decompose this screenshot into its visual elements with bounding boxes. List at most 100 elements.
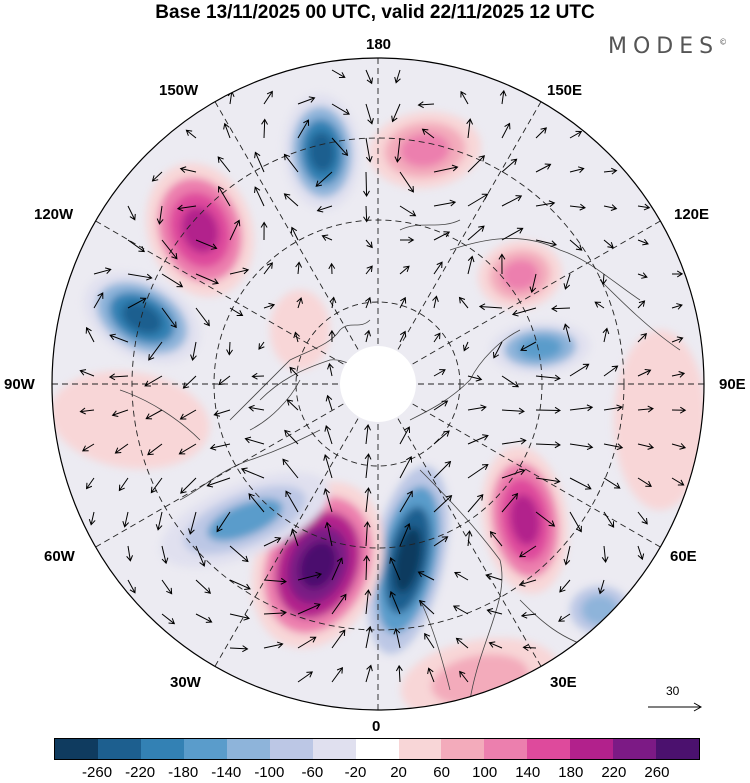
wind-vector [283, 153, 299, 173]
wind-vector [569, 363, 590, 377]
wind-vector [399, 296, 407, 309]
wind-vector [569, 443, 594, 451]
brand-logo: MODES© [608, 34, 727, 59]
wind-vector [263, 90, 273, 105]
wind-vector [421, 128, 435, 139]
wind-vector [195, 307, 210, 327]
meridian-line [377, 383, 665, 550]
wind-vector [331, 69, 346, 79]
wind-vector [364, 424, 371, 445]
lon-label-30e: 30E [550, 674, 577, 691]
wind-vector [114, 443, 129, 454]
lon-label-90e: 90E [719, 376, 746, 393]
wind-vector [601, 545, 609, 563]
wind-vector [88, 511, 96, 526]
wind-vector [261, 118, 268, 139]
wind-vector [433, 460, 452, 479]
wind-vector [244, 436, 265, 445]
wind-vector [389, 590, 401, 615]
wind-vector [399, 265, 410, 275]
wind-vector [182, 375, 197, 389]
wind-vector [126, 545, 134, 562]
wind-vector [127, 579, 136, 594]
wind-vector [127, 297, 147, 309]
wind-vector [598, 579, 605, 595]
wind-vector [156, 205, 164, 225]
wind-vector [365, 265, 373, 275]
wind-vector [297, 671, 314, 683]
lon-label-120e: 120E [674, 206, 710, 223]
wind-vector [637, 477, 652, 487]
wind-vector [324, 521, 333, 547]
wind-vector [216, 511, 231, 533]
wind-vector [229, 219, 241, 241]
wind-vector [296, 297, 303, 309]
colorbar-swatch [269, 739, 313, 759]
wind-vector [260, 221, 268, 241]
wind-vector [161, 579, 173, 595]
wind-vector [399, 490, 413, 513]
wind-vector [519, 545, 537, 558]
wind-vector [603, 167, 618, 175]
wind-vector [365, 69, 373, 85]
wind-vector [179, 409, 197, 420]
wind-vector [365, 137, 373, 163]
wind-vector [637, 332, 648, 343]
wind-vector [501, 227, 524, 241]
wind-vector [501, 375, 520, 388]
colorbar-tick-label: -220 [125, 764, 156, 781]
wind-vector [297, 96, 316, 105]
colorbar-tick-label: 180 [558, 764, 584, 781]
colorbar-tick-label: -100 [254, 764, 285, 781]
wind-vector [151, 171, 163, 182]
lon-label-150w: 150W [159, 82, 199, 99]
wind-vector [499, 89, 507, 105]
anomaly-contour [181, 206, 219, 254]
map-title: Base 13/11/2025 00 UTC, valid 22/11/2025… [155, 2, 595, 23]
wind-vector [671, 443, 687, 450]
anomaly-contour [614, 330, 704, 510]
wind-vector [600, 273, 607, 286]
wind-vector [127, 205, 136, 221]
wind-vector [323, 488, 333, 513]
anomaly-contour [121, 302, 163, 334]
wind-vector [155, 511, 163, 531]
wind-vector [594, 301, 605, 309]
wind-vector [433, 332, 441, 343]
wind-vector [603, 404, 623, 412]
wind-vector [478, 303, 503, 311]
wind-vector [365, 239, 373, 249]
wind-vector [637, 272, 648, 279]
wind-vector [433, 369, 446, 377]
reference-vector-arrow [648, 702, 703, 712]
wind-vector [433, 536, 449, 547]
wind-vector [364, 453, 372, 479]
wind-vector [297, 119, 310, 139]
anomaly-contour [400, 133, 450, 167]
anomaly-contour [501, 259, 539, 291]
wind-vector [226, 341, 233, 356]
wind-vector [467, 225, 485, 241]
colorbar-tick-label: -260 [82, 764, 113, 781]
wind-vector [254, 186, 265, 207]
wind-vector [394, 137, 402, 163]
wind-vector [399, 171, 414, 193]
colorbar-swatch [656, 739, 700, 759]
wind-vector [327, 362, 334, 377]
wind-vector [363, 205, 370, 223]
wind-vector [263, 302, 276, 310]
wind-vector [535, 406, 561, 414]
wind-vector [161, 273, 184, 288]
wind-vector [535, 441, 561, 449]
meridian-line [91, 383, 379, 550]
wind-vector [558, 613, 571, 622]
colorbar-swatch [183, 739, 227, 759]
wind-vector [290, 528, 299, 547]
wind-vector [161, 239, 178, 260]
meridian-line [212, 383, 379, 671]
wind-vector [455, 637, 469, 649]
wind-vector [263, 262, 273, 275]
wind-vector [329, 296, 337, 309]
wind-vector [331, 137, 349, 157]
colorbar-tick-label: 60 [433, 764, 450, 781]
